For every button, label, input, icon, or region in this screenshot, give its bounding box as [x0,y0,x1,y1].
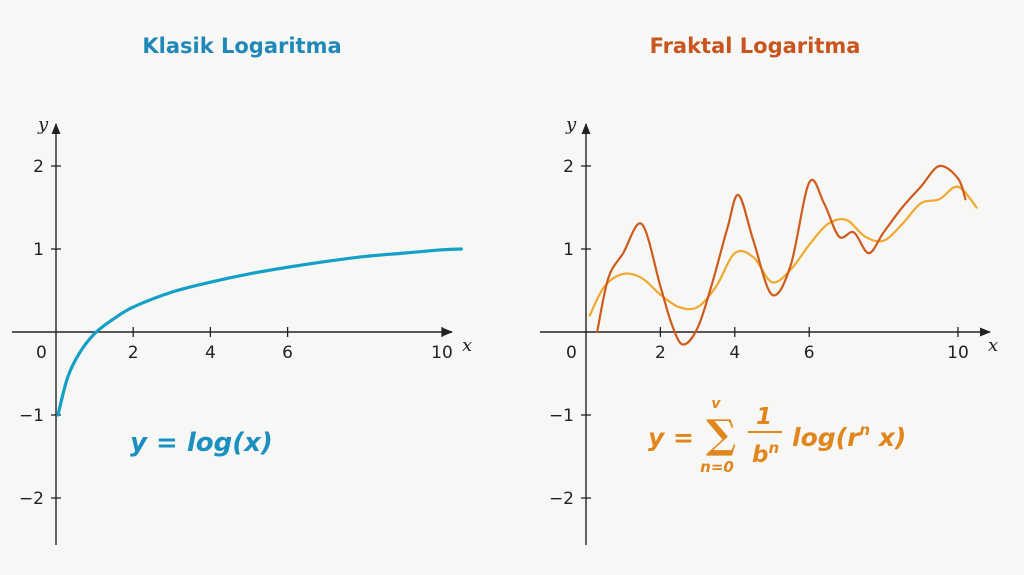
fractal-formula-log-base: log(r [792,423,861,452]
fractal-formula-denominator-base: b [752,442,768,468]
y-tick-label: 1 [563,240,574,260]
classic-x-axis-label: x [462,335,472,356]
classic-log-formula: y = log(x) [130,428,273,458]
x-tick-label-origin: 0 [36,343,47,363]
y-tick-label: 2 [563,157,574,177]
x-tick-label: 4 [205,343,216,363]
x-tick-label: 2 [655,343,666,363]
y-tick-label: 2 [33,157,44,177]
y-tick-label: −1 [549,406,574,426]
classic-log-title: Klasik Logaritma [142,34,341,58]
x-tick-label-origin: 0 [566,343,577,363]
fractal-log-title: Fraktal Logaritma [650,34,861,58]
classic-formula-lhs: y = [130,428,187,458]
fractal-formula-log-exp: n [859,421,870,439]
fractal-oscillating-curve [596,164,967,346]
x-tick-label: 4 [729,343,740,363]
y-tick-label: −2 [19,489,44,509]
fractal-formula-sum-top: v [711,396,721,412]
x-tick-label: 10 [431,343,453,363]
fractal-formula-numerator: 1 [756,404,772,430]
fractal-formula-lhs: y = [648,423,694,452]
x-tick-label: 6 [804,343,815,363]
classic-formula-rhs: log(x) [187,428,273,458]
fractal-formula-sum-bottom: n=0 [700,458,734,476]
fractal-x-axis-label: x [988,335,998,356]
x-tick-label: 10 [947,343,969,363]
x-tick-label: 6 [282,343,293,363]
fractal-log-formula: y = ∑ v n=0 1 bn log(rn x) [648,396,906,476]
fractal-formula-log-tail: x) [870,423,906,452]
fractal-formula-log: log(rn x) [792,421,906,452]
fractal-formula-denominator: bn [752,439,779,468]
fractal-y-axis-label: y [565,114,577,135]
fractal-ticks: 0 2 4 6 10 −2 −1 1 2 [549,157,969,509]
fractal-base-curve [588,185,978,317]
classic-log-panel: Klasik Logaritma x y 0 2 4 6 10 −2 −1 1 2 y = lo… [12,34,472,545]
fractal-formula-denominator-exp: n [768,439,779,457]
y-tick-label: −2 [549,489,574,509]
classic-y-axis-label: y [37,114,49,135]
classic-log-curve [56,247,463,417]
sum-symbol: ∑ [706,411,736,458]
fractal-log-panel: Fraktal Logaritma x y 0 2 4 6 10 −2 −1 1 2 y = ∑… [540,34,998,545]
y-tick-label: −1 [19,406,44,426]
x-tick-label: 2 [128,343,139,363]
y-tick-label: 1 [33,240,44,260]
